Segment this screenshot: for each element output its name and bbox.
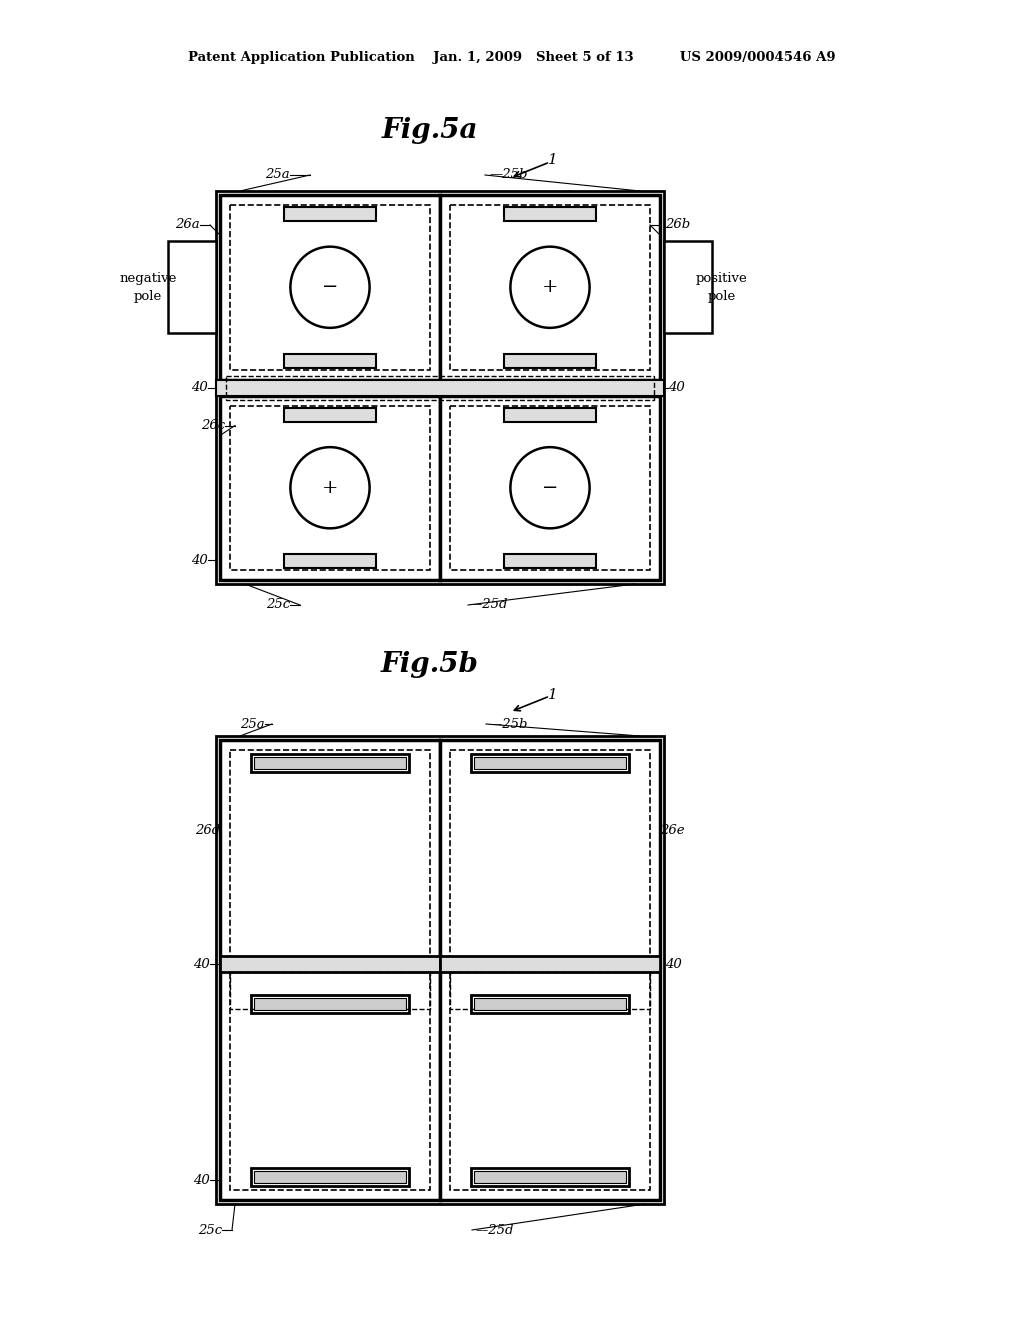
Bar — [254, 756, 407, 770]
Bar — [220, 195, 440, 380]
Bar — [216, 191, 664, 583]
Bar — [251, 1168, 410, 1185]
Text: 25c: 25c — [198, 1224, 222, 1237]
Bar — [254, 1171, 407, 1183]
Text: ––25b: ––25b — [490, 718, 528, 730]
Bar — [504, 354, 596, 367]
Text: Patent Application Publication    Jan. 1, 2009   Sheet 5 of 13          US 2009/: Patent Application Publication Jan. 1, 2… — [188, 51, 836, 65]
Bar — [284, 554, 376, 568]
Bar — [220, 741, 440, 1200]
Text: 25a: 25a — [265, 169, 290, 181]
Bar — [220, 396, 440, 579]
Bar — [474, 998, 627, 1010]
Bar — [216, 380, 664, 396]
Text: 25a: 25a — [241, 718, 265, 730]
Bar — [230, 405, 430, 570]
Text: 40: 40 — [191, 553, 208, 566]
Bar — [251, 754, 410, 772]
Bar — [450, 973, 650, 1008]
Bar — [504, 408, 596, 421]
Bar — [440, 396, 660, 579]
Bar — [450, 405, 650, 570]
Bar — [284, 354, 376, 367]
Bar — [220, 956, 440, 973]
Bar — [284, 408, 376, 421]
Bar — [504, 554, 596, 568]
Text: 40: 40 — [665, 958, 682, 970]
Ellipse shape — [510, 247, 590, 327]
Bar — [284, 207, 376, 220]
Text: 40: 40 — [194, 1173, 210, 1187]
Text: 40: 40 — [191, 381, 208, 393]
Text: 26a: 26a — [175, 219, 200, 231]
Text: +: + — [322, 479, 338, 496]
Text: —25b: —25b — [490, 169, 528, 181]
Ellipse shape — [510, 447, 590, 528]
Text: positive
pole: positive pole — [696, 272, 748, 302]
Text: Fig.5a: Fig.5a — [382, 116, 478, 144]
Bar — [471, 1168, 629, 1185]
Bar — [504, 207, 596, 220]
Text: 40: 40 — [668, 381, 685, 393]
Bar — [664, 242, 712, 334]
Text: 1: 1 — [548, 153, 558, 168]
Bar — [440, 741, 660, 1200]
Text: ––25d: ––25d — [475, 1224, 513, 1237]
Bar — [450, 205, 650, 370]
Bar — [474, 756, 627, 770]
Text: Fig.5b: Fig.5b — [381, 652, 479, 678]
Text: 25c: 25c — [266, 598, 290, 611]
Bar — [168, 242, 216, 334]
Text: 26d: 26d — [195, 824, 220, 837]
Text: 26e: 26e — [660, 824, 685, 837]
Bar — [471, 995, 629, 1014]
Bar — [450, 750, 650, 1191]
Bar — [226, 375, 654, 400]
Bar — [254, 998, 407, 1010]
Text: +: + — [542, 279, 558, 296]
Bar — [230, 750, 430, 1191]
Text: 40: 40 — [194, 958, 210, 970]
Text: −: − — [322, 279, 338, 296]
Bar — [440, 956, 660, 973]
Bar — [440, 195, 660, 380]
Bar — [228, 748, 652, 1192]
Ellipse shape — [291, 247, 370, 327]
Bar — [216, 737, 664, 1204]
Bar — [230, 205, 430, 370]
Text: 26c: 26c — [201, 418, 225, 432]
Bar — [471, 754, 629, 772]
Bar — [474, 1171, 627, 1183]
Bar — [251, 995, 410, 1014]
Text: −: − — [542, 479, 558, 496]
Text: negative
pole: negative pole — [120, 272, 177, 302]
Bar — [230, 973, 430, 1008]
Ellipse shape — [291, 447, 370, 528]
Text: 26b: 26b — [665, 219, 690, 231]
Text: ––25d: ––25d — [470, 598, 509, 611]
Text: 1: 1 — [548, 688, 558, 702]
